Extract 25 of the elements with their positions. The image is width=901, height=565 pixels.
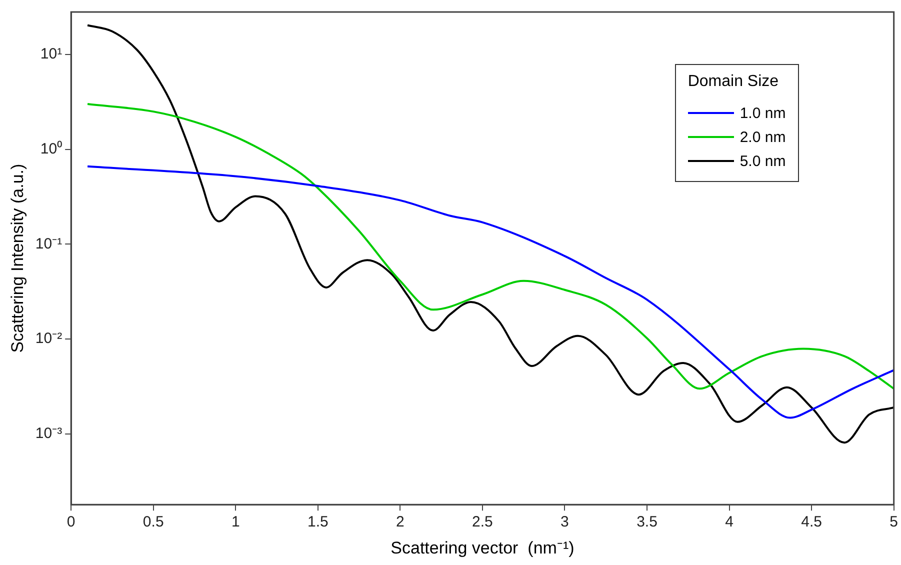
x-tick-label: 4 — [725, 514, 734, 531]
x-tick-label: 3 — [560, 514, 569, 531]
y-tick-label: 10⁻³ — [35, 425, 62, 442]
y-axis-title: Scattering Intensity (a.u.) — [8, 164, 27, 353]
x-tick-label: 3.5 — [636, 514, 658, 531]
x-tick-label: 4.5 — [801, 514, 822, 531]
legend-label: 2.0 nm — [740, 128, 786, 146]
legend-label: 5.0 nm — [740, 152, 786, 170]
x-tick-label: 0.5 — [142, 514, 164, 531]
line-series — [86, 103, 894, 390]
x-tick-label: 1.5 — [307, 514, 328, 531]
x-tick-label: 5 — [890, 514, 898, 531]
y-tick-label: 10⁻¹ — [35, 235, 62, 252]
x-tick-label: 2.5 — [472, 514, 493, 531]
y-tick-label: 10⁰ — [40, 140, 62, 158]
y-tick-label: 10¹ — [40, 46, 62, 63]
line-series — [86, 165, 894, 419]
legend-label: 1.0 nm — [740, 104, 786, 122]
y-tick-label: 10⁻² — [35, 330, 62, 348]
x-tick-label: 0 — [66, 514, 76, 531]
line-series — [86, 24, 894, 444]
legend-title: Domain Size — [688, 73, 780, 91]
x-tick-label: 2 — [396, 514, 404, 531]
x-tick-label: 1 — [231, 514, 240, 531]
x-axis-title: Scattering vector (nm⁻¹) — [390, 538, 574, 558]
